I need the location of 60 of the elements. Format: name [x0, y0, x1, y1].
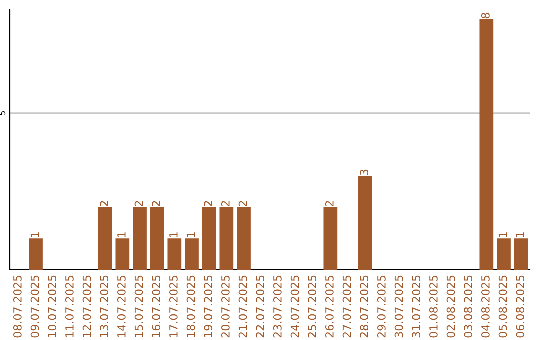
x-tick-label: 15.07.2025 [134, 276, 144, 338]
data-label: 2 [204, 201, 212, 207]
data-label: 1 [516, 232, 524, 238]
bar [150, 207, 164, 270]
x-tick-label: 31.07.2025 [412, 276, 421, 338]
x-tick-label: 03.08.2025 [464, 276, 473, 338]
x-tick-label: 26.07.2025 [325, 276, 334, 338]
bar [324, 207, 338, 270]
x-tick-label: 30.07.2025 [394, 276, 404, 338]
bar [133, 207, 147, 270]
data-label: 1 [498, 232, 508, 238]
x-tick-label: 16.07.2025 [152, 276, 161, 338]
bar [497, 238, 511, 270]
x-tick-label: 06.08.2025 [516, 276, 525, 338]
data-label: 8 [481, 13, 490, 19]
data-label: 2 [152, 201, 160, 207]
x-tick-label: 29.07.2025 [377, 276, 386, 338]
bar [185, 238, 199, 270]
bar [480, 19, 494, 270]
bar [29, 238, 43, 270]
bar [168, 238, 182, 270]
x-tick-label: 14.07.2025 [117, 276, 126, 338]
data-label: 1 [118, 232, 126, 238]
x-tick-label: 13.07.2025 [100, 276, 109, 338]
x-tick-label: 21.07.2025 [238, 276, 248, 338]
data-label: 2 [221, 201, 230, 207]
x-tick-label: 12.07.2025 [82, 276, 92, 338]
x-tick-label: 17.07.2025 [169, 276, 178, 338]
data-label: 2 [134, 201, 144, 207]
x-tick-label: 20.07.2025 [221, 276, 230, 338]
bar [514, 238, 528, 270]
x-tick-label: 04.08.2025 [481, 276, 490, 338]
x-tick-label: 19.07.2025 [204, 276, 213, 338]
bar [220, 207, 234, 270]
x-tick-label: 28.07.2025 [360, 276, 369, 338]
bar [358, 176, 372, 270]
x-tick-label: 09.07.2025 [30, 276, 40, 338]
data-label: 1 [186, 232, 196, 238]
x-tick-label: 27.07.2025 [342, 276, 352, 338]
bar [237, 207, 251, 270]
x-tick-label: 23.07.2025 [273, 276, 282, 338]
bar [98, 207, 112, 270]
data-label: 2 [238, 201, 248, 207]
data-label: 2 [325, 201, 334, 207]
bar [202, 207, 216, 270]
x-tick-label: 24.07.2025 [290, 276, 300, 338]
x-tick-label: 02.08.2025 [446, 276, 456, 338]
x-tick-label: 22.07.2025 [256, 276, 265, 338]
bar [116, 238, 130, 270]
data-label: 1 [30, 232, 40, 238]
x-tick-label: 10.07.2025 [48, 276, 57, 338]
data-label: 2 [100, 201, 108, 207]
x-tick-label: 18.07.2025 [186, 276, 196, 338]
x-tick-label: 01.08.2025 [429, 276, 438, 338]
x-tick-label: 05.08.2025 [498, 276, 508, 338]
data-label: 3 [360, 170, 369, 176]
data-label: 1 [170, 232, 178, 238]
x-tick-label: 25.07.2025 [308, 276, 317, 338]
x-tick-label: 11.07.2025 [65, 276, 74, 338]
x-tick-label: 08.07.2025 [13, 276, 22, 338]
